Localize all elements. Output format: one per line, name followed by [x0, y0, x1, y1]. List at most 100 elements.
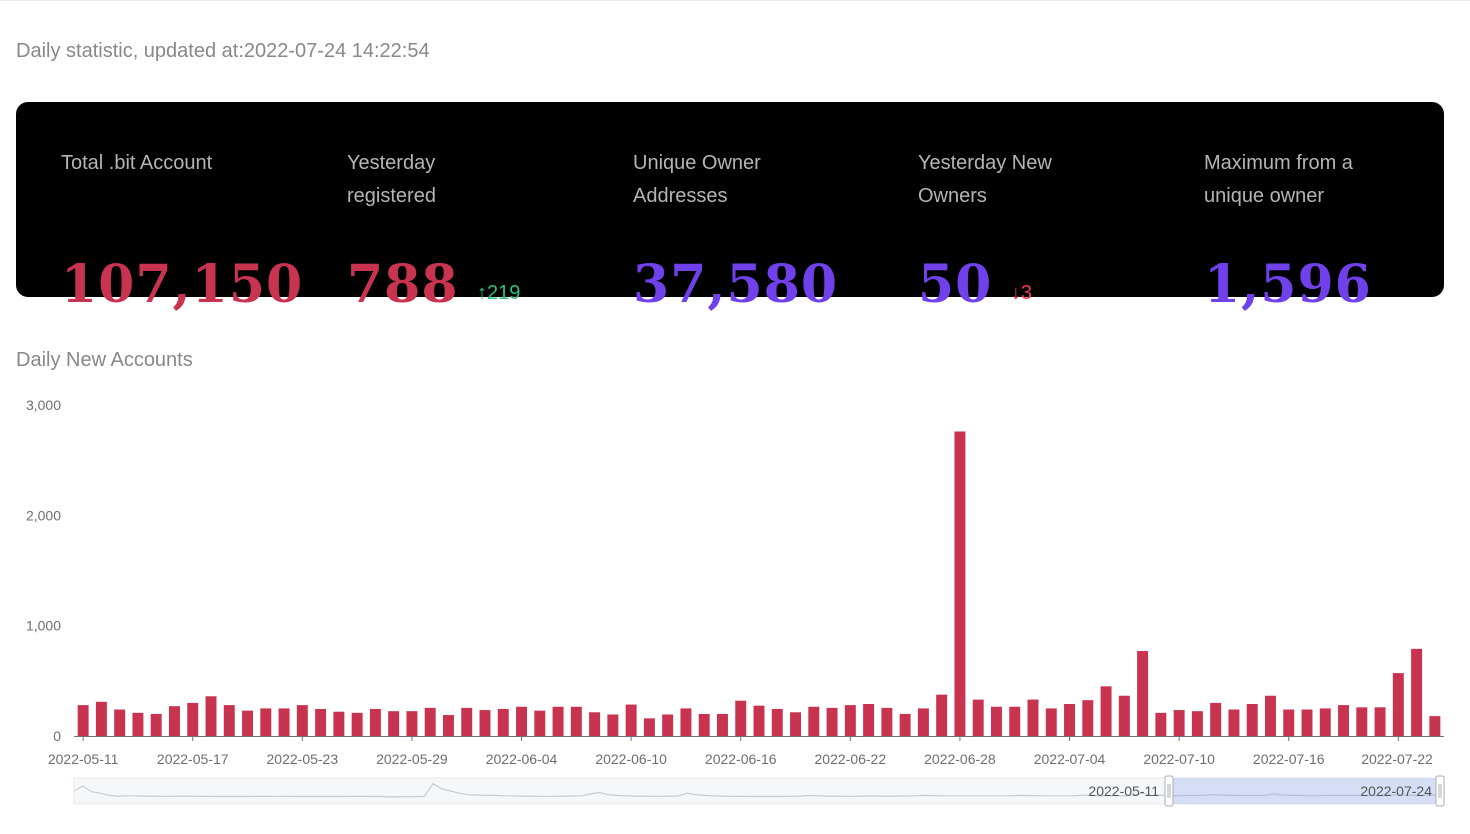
x-tick-label: 2022-07-10	[1143, 751, 1215, 767]
bar	[1118, 695, 1130, 736]
zoom-handle-left[interactable]	[1164, 775, 1174, 807]
bar	[1283, 709, 1295, 736]
bar	[1082, 700, 1094, 736]
bar	[1045, 708, 1057, 736]
bar	[1411, 648, 1423, 736]
bar	[278, 708, 290, 736]
bar	[716, 713, 728, 736]
stat-yesterday-new-owners: Yesterday New Owners 50 ↓3	[918, 147, 1098, 315]
bar	[1027, 699, 1039, 736]
stat-unique-owners: Unique Owner Addresses 37,580	[633, 147, 837, 315]
bar	[1155, 712, 1167, 736]
bar	[187, 702, 199, 736]
bar	[1429, 716, 1441, 736]
bar	[698, 713, 710, 736]
zoom-start-label: 2022-05-11	[1088, 783, 1159, 799]
bar	[552, 706, 564, 736]
bar	[826, 707, 838, 736]
bar	[424, 707, 436, 736]
stat-value: 107,150	[61, 254, 304, 315]
bar	[1301, 709, 1313, 736]
bar	[844, 705, 856, 736]
bar	[1228, 709, 1240, 736]
y-tick-label: 2,000	[26, 507, 61, 523]
bar	[223, 705, 235, 736]
bar	[990, 706, 1002, 736]
bar	[1374, 707, 1386, 736]
bar	[771, 708, 783, 736]
bar	[369, 708, 381, 736]
stat-total-accounts: Total .bit Account 107,150	[61, 147, 302, 315]
bar	[1009, 706, 1021, 736]
delta-up-badge: ↑219	[477, 282, 520, 304]
y-tick-label: 3,000	[26, 397, 61, 413]
bar	[790, 712, 802, 736]
x-tick-label: 2022-05-17	[157, 751, 229, 767]
bar	[607, 714, 619, 736]
bar	[461, 707, 473, 736]
bar	[899, 713, 911, 736]
bar	[114, 709, 126, 736]
bar	[77, 705, 89, 736]
x-tick-label: 2022-05-11	[48, 751, 119, 767]
updated-timestamp: Daily statistic, updated at:2022-07-24 1…	[16, 40, 430, 62]
bar	[881, 707, 893, 736]
stat-label: Yesterday New Owners	[918, 152, 1052, 207]
bar	[242, 710, 254, 736]
bar	[1064, 704, 1076, 736]
top-divider	[0, 0, 1470, 1]
bar	[680, 708, 692, 736]
stat-label: Total .bit Account	[61, 152, 213, 174]
delta-down-badge: ↓3	[1011, 282, 1032, 304]
bar	[296, 705, 308, 736]
bar	[260, 708, 272, 736]
stat-max-unique-owner: Maximum from a unique owner 1,596	[1204, 147, 1404, 315]
bar	[735, 700, 747, 736]
bar	[315, 708, 327, 736]
stat-value: 37,580	[633, 254, 839, 315]
stat-value: 50	[918, 254, 993, 315]
bar	[1210, 702, 1222, 736]
y-tick-label: 1,000	[26, 618, 61, 634]
bar	[442, 715, 454, 736]
delta-value: 3	[1020, 281, 1032, 304]
zoom-end-label: 2022-07-24	[1360, 783, 1432, 799]
x-tick-label: 2022-06-10	[595, 751, 667, 767]
zoom-overview-line	[73, 782, 1441, 798]
stats-panel: Total .bit Account 107,150 Yesterday reg…	[16, 102, 1444, 315]
bar	[150, 713, 162, 736]
stat-label: Yesterday registered	[347, 152, 436, 207]
bar	[479, 710, 491, 736]
x-tick-label: 2022-07-16	[1253, 751, 1325, 767]
x-tick-label: 2022-05-23	[267, 751, 339, 767]
bar	[954, 431, 966, 736]
bar	[1338, 705, 1350, 736]
chart-section-title: Daily New Accounts	[16, 349, 193, 371]
bar	[662, 714, 674, 736]
daily-new-accounts-chart: 0 1,000 2,000 3,000 2022-05-11 2022-05-17 2022…	[26, 397, 1445, 807]
x-tick-label: 2022-07-04	[1034, 751, 1106, 767]
bar	[333, 711, 345, 736]
bar	[863, 704, 875, 736]
bar	[753, 705, 765, 736]
bar	[570, 706, 582, 736]
bar	[917, 708, 929, 736]
bar	[1264, 695, 1276, 736]
zoom-handle-right[interactable]	[1435, 775, 1445, 807]
bar	[1100, 686, 1112, 736]
bar	[1246, 704, 1258, 736]
zoom-selection[interactable]	[1169, 778, 1440, 804]
stat-yesterday-registered: Yesterday registered 788 ↑219	[347, 147, 527, 315]
x-tick-label: 2022-05-29	[376, 751, 448, 767]
bar	[936, 694, 948, 736]
y-tick-label: 0	[53, 728, 61, 744]
bar	[1392, 673, 1404, 736]
bar	[534, 710, 546, 736]
arrow-up-icon: ↑	[477, 281, 487, 304]
bar	[808, 706, 820, 736]
bar	[1191, 711, 1203, 736]
x-tick-label: 2022-06-28	[924, 751, 996, 767]
stat-label: Unique Owner Addresses	[633, 152, 761, 207]
bar	[1173, 710, 1185, 736]
bar	[351, 712, 363, 736]
